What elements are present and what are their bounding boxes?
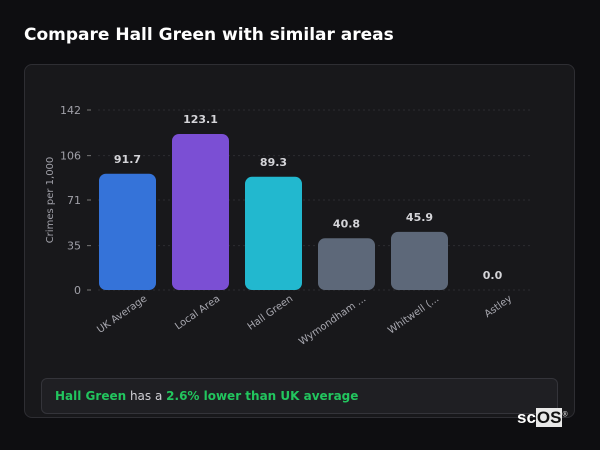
bar-value-label: 89.3 — [260, 156, 287, 169]
x-tick-label: Astley — [483, 293, 515, 320]
bar[interactable] — [391, 231, 448, 290]
bar-value-label: 45.9 — [406, 211, 433, 224]
summary-area: Hall Green — [55, 389, 127, 403]
y-tick-label: 0 — [74, 284, 81, 297]
comparison-summary: Hall Green has a 2.6% lower than UK aver… — [41, 378, 558, 414]
scos-logo: scOS® — [517, 408, 568, 427]
x-tick-label: Local Area — [173, 293, 222, 332]
bar-value-label: 0.0 — [483, 269, 503, 282]
bar[interactable] — [99, 173, 156, 290]
summary-text: has a — [126, 389, 167, 403]
y-axis-label: Crimes per 1,000 — [45, 157, 56, 244]
bar-value-label: 91.7 — [114, 153, 141, 166]
summary-comparison: 2.6% lower than UK average — [166, 389, 359, 403]
x-tick-label: Hall Green — [246, 293, 295, 332]
bar[interactable] — [245, 176, 302, 290]
bar-value-label: 123.1 — [183, 113, 218, 126]
page-title: Compare Hall Green with similar areas — [24, 25, 394, 45]
x-tick-label: Wymondham ... — [297, 293, 368, 347]
y-tick-label: 71 — [67, 194, 81, 207]
bar[interactable] — [318, 238, 375, 290]
x-tick-label: UK Average — [95, 293, 149, 335]
bar[interactable] — [172, 133, 229, 290]
y-tick-label: 35 — [67, 240, 81, 253]
y-tick-label: 142 — [60, 104, 81, 117]
x-tick-label: Whitwell (... — [386, 293, 441, 336]
bar-value-label: 40.8 — [333, 217, 360, 230]
y-tick-label: 106 — [60, 150, 81, 163]
